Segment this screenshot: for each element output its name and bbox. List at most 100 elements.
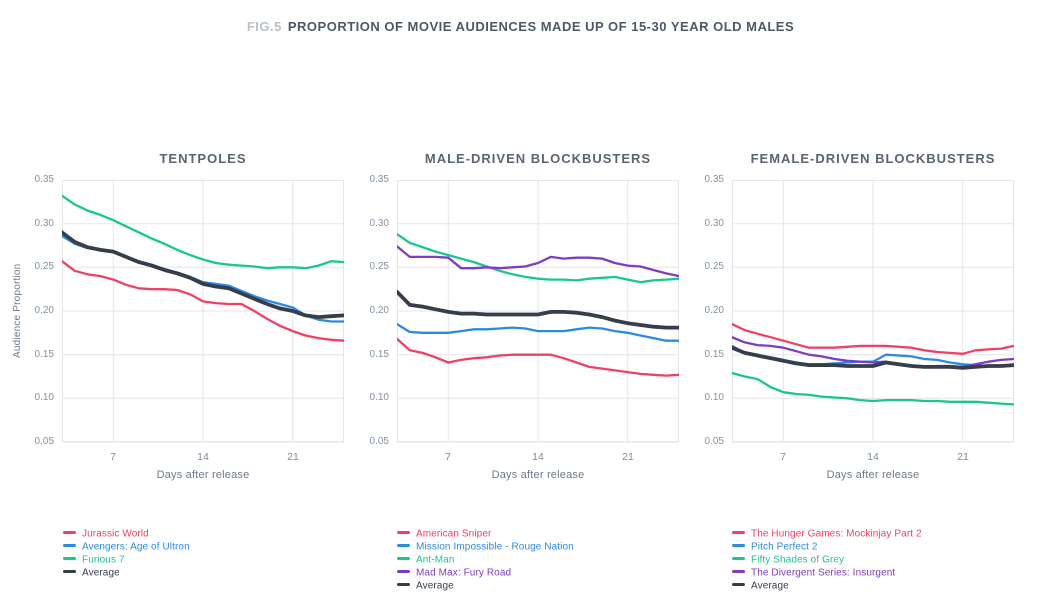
legend-label: American Sniper: [416, 528, 492, 540]
x-axis-label: Days after release: [826, 469, 920, 481]
series-line-average: [397, 289, 679, 330]
legend: The Hunger Games: Mockinjay Part 2 Pitch …: [732, 527, 1026, 592]
plot-border: [62, 180, 344, 442]
line-chart: [397, 180, 679, 443]
legend-label: Ant-Man: [416, 554, 455, 566]
line-chart: [62, 180, 344, 443]
x-tick-label: 7: [780, 451, 786, 463]
figure-number: FIG.5: [246, 19, 282, 34]
y-tick-label: 0.35: [704, 174, 724, 185]
series-line-mission-impossible-rouge-nation: [397, 322, 679, 342]
legend-label: Average: [751, 580, 789, 592]
plot-area: 7 14 21 Days after release: [732, 180, 1014, 481]
x-tick-label: 14: [867, 451, 879, 463]
series-line-average: [732, 345, 1014, 370]
series-line-ant-man: [397, 232, 679, 284]
y-tick-label: 0.25: [369, 261, 389, 272]
series-line-mad-max-fury-road: [397, 245, 679, 278]
y-tick-label: 0.25: [34, 261, 54, 272]
y-tick-label: 0.20: [704, 305, 724, 316]
x-axis: 7 14 21: [732, 443, 1014, 467]
y-axis: 0.35 0.30 0.25 0.20 0.15 0.10 0.05: [6, 174, 62, 447]
legend-item: Average: [63, 566, 356, 579]
legend-item: The Hunger Games: Mockinjay Part 2: [732, 527, 1026, 540]
legend-swatch: [397, 557, 410, 561]
legend-swatch: [63, 570, 76, 574]
series-line-average: [62, 230, 344, 320]
plot-row: 0.35 0.30 0.25 0.20 0.15 0.10 0.05 7 14 21 Days af…: [356, 174, 691, 481]
legend-label: Furious 7: [82, 554, 125, 566]
chart-panel-tentpoles: TENTPOLES Audience Proportion 0.35 0.30 0.25…: [6, 150, 356, 592]
series-line-jurassic-world: [62, 260, 344, 342]
legend-label: Average: [416, 580, 454, 592]
legend-swatch: [397, 531, 410, 535]
panel-title: FEMALE-DRIVEN BLOCKBUSTERS: [750, 151, 996, 166]
y-tick-label: 0.30: [34, 218, 54, 229]
x-axis-label: Days after release: [156, 469, 250, 481]
panel-title: TENTPOLES: [159, 151, 247, 166]
y-tick-label: 0.30: [369, 218, 389, 229]
y-tick-label: 0.30: [704, 218, 724, 229]
legend-swatch: [732, 583, 745, 587]
legend-label: Fifty Shades of Grey: [751, 554, 845, 566]
legend-swatch: [732, 531, 745, 535]
x-tick-label: 7: [110, 451, 116, 463]
y-axis: 0.35 0.30 0.25 0.20 0.15 0.10 0.05: [356, 174, 397, 447]
y-tick-label: 0.20: [34, 305, 54, 316]
legend: Jurassic World Avengers: Age of Ultron Fur…: [63, 527, 356, 579]
y-tick-label: 0.20: [369, 305, 389, 316]
legend-item: The Divergent Series: Insurgent: [732, 566, 1026, 579]
legend-item: Furious 7: [63, 553, 356, 566]
series-line-american-sniper: [397, 337, 679, 377]
y-tick-label: 0.05: [369, 436, 389, 447]
y-tick-label: 0.05: [704, 436, 724, 447]
x-tick-label: 14: [197, 451, 209, 463]
legend-swatch: [63, 544, 76, 548]
chart-panel-female-driven-blockbusters: FEMALE-DRIVEN BLOCKBUSTERS 0.35 0.30 0.25 0.…: [691, 150, 1026, 592]
x-axis: 7 14 21: [62, 443, 344, 467]
legend-label: Pitch Perfect 2: [751, 541, 818, 553]
legend-item: Mad Max: Fury Road: [397, 566, 691, 579]
legend-item: Avengers: Age of Ultron: [63, 540, 356, 553]
x-axis: 7 14 21: [397, 443, 679, 467]
legend-swatch: [732, 570, 745, 574]
legend-label: The Hunger Games: Mockinjay Part 2: [751, 528, 922, 540]
legend-swatch: [397, 583, 410, 587]
legend-item: Ant-Man: [397, 553, 691, 566]
plot-row: 0.35 0.30 0.25 0.20 0.15 0.10 0.05 7 14 21 Days af…: [691, 174, 1026, 481]
series-line-the-hunger-games-mockinjay-part-2: [732, 322, 1014, 355]
legend-item: Average: [732, 579, 1026, 592]
legend-label: Jurassic World: [82, 528, 149, 540]
y-tick-label: 0.15: [704, 349, 724, 360]
plot-border: [732, 180, 1014, 442]
legend-swatch: [63, 557, 76, 561]
legend-label: Mad Max: Fury Road: [416, 567, 512, 579]
legend: American Sniper Mission Impossible - Roug…: [397, 527, 691, 592]
legend-item: Mission Impossible - Rouge Nation: [397, 540, 691, 553]
legend-swatch: [397, 544, 410, 548]
x-tick-label: 7: [445, 451, 451, 463]
plot-area: 7 14 21 Days after release: [397, 180, 679, 481]
legend-label: Average: [82, 567, 120, 579]
x-axis-label: Days after release: [491, 469, 585, 481]
y-tick-label: 0.10: [369, 392, 389, 403]
legend-swatch: [732, 544, 745, 548]
x-tick-label: 14: [532, 451, 544, 463]
legend-item: Average: [397, 579, 691, 592]
legend-item: Jurassic World: [63, 527, 356, 540]
series-line-fifty-shades-of-grey: [732, 371, 1014, 406]
y-tick-label: 0.10: [34, 392, 54, 403]
chart-panel-male-driven-blockbusters: MALE-DRIVEN BLOCKBUSTERS 0.35 0.30 0.25 0.20…: [356, 150, 691, 592]
plot-border: [397, 180, 679, 442]
legend-item: Pitch Perfect 2: [732, 540, 1026, 553]
series-line-furious-7: [62, 194, 344, 270]
y-tick-label: 0.05: [34, 436, 54, 447]
figure-title: FIG.5 PROPORTION OF MOVIE AUDIENCES MADE …: [0, 0, 1041, 34]
legend-swatch: [397, 570, 410, 574]
y-axis: 0.35 0.30 0.25 0.20 0.15 0.10 0.05: [691, 174, 732, 447]
y-tick-label: 0.35: [34, 174, 54, 185]
x-tick-label: 21: [957, 451, 969, 463]
legend-label: Mission Impossible - Rouge Nation: [416, 541, 574, 553]
x-tick-label: 21: [622, 451, 634, 463]
